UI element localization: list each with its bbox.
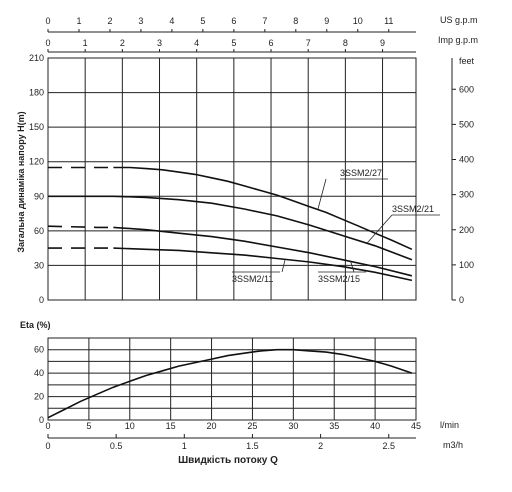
head-tick-label: 30 [34, 260, 44, 270]
head-tick-label: 90 [34, 191, 44, 201]
eta-tick-label: 0 [39, 415, 44, 425]
eta-tick-label: 60 [34, 345, 44, 355]
feet-tick-label: 400 [459, 155, 474, 165]
eta-tick-label: 20 [34, 392, 44, 402]
m3h-label: m3/h [443, 440, 463, 450]
eta-plot-frame [47, 337, 417, 421]
m3h-tick-label: 2.5 [382, 441, 395, 451]
imp-gpm-label: Imp g.p.m [438, 35, 478, 45]
imp-gpm-tick-label: 9 [380, 38, 385, 48]
lmin-tick-label: 0 [45, 421, 50, 431]
us-gpm-tick-label: 1 [76, 16, 81, 26]
flow-axis-title: Швидкість потоку Q [178, 455, 278, 466]
imp-gpm-tick-label: 3 [157, 38, 162, 48]
us-gpm-tick-label: 0 [45, 16, 50, 26]
feet-tick-label: 500 [459, 119, 474, 129]
lmin-tick-label: 10 [125, 421, 135, 431]
lmin-tick-label: 20 [207, 421, 217, 431]
head-axis-title: Загальна динаміка напору H(m) [16, 111, 26, 252]
us-gpm-label: US g.p.m [440, 15, 478, 25]
curve-label: 3SSM2/27 [340, 168, 382, 178]
feet-tick-label: 200 [459, 225, 474, 235]
us-gpm-tick-label: 4 [169, 16, 174, 26]
feet-tick-label: 300 [459, 190, 474, 200]
head-tick-label: 60 [34, 226, 44, 236]
curve-dashed-segment [47, 225, 114, 229]
eta-tick-label: 40 [34, 368, 44, 378]
curve-label-leader [366, 214, 393, 244]
lmin-tick-label: 35 [329, 421, 339, 431]
head-tick-label: 120 [29, 157, 44, 167]
imp-gpm-tick-label: 1 [83, 38, 88, 48]
imp-gpm-tick-label: 5 [231, 38, 236, 48]
head-tick-label: 180 [29, 88, 44, 98]
head-tick-label: 150 [29, 122, 44, 132]
curve-label: 3SSM2/11 [232, 274, 273, 284]
eta-axis-title: Eta (%) [20, 320, 51, 330]
curve-label: 3SSM2/21 [392, 204, 434, 214]
m3h-tick-label: 1.5 [246, 441, 259, 451]
imp-gpm-tick-label: 2 [120, 38, 125, 48]
us-gpm-tick-label: 8 [293, 16, 298, 26]
us-gpm-tick-label: 9 [324, 16, 329, 26]
imp-gpm-tick-label: 7 [306, 38, 311, 48]
lmin-tick-label: 5 [86, 421, 91, 431]
lmin-label: l/min [440, 420, 459, 430]
m3h-tick-label: 0.5 [110, 441, 123, 451]
curve-label: 3SSM2/15 [318, 274, 360, 284]
imp-gpm-tick-label: 8 [343, 38, 348, 48]
eta-curve [47, 348, 413, 419]
imp-gpm-tick-label: 6 [269, 38, 274, 48]
imp-gpm-tick-label: 4 [194, 38, 199, 48]
curve-3ssm2-21 [48, 195, 413, 261]
tick-labels: 0 1 2 3 4 5 6 7 8 9 10 110 1 2 3 4 5 6 7 8 90306090120150180… [29, 16, 474, 451]
curve-label-leader [350, 261, 355, 273]
head-tick-label: 210 [29, 53, 44, 63]
us-gpm-tick-label: 7 [262, 16, 267, 26]
us-gpm-tick-label: 3 [138, 16, 143, 26]
lmin-tick-label: 45 [411, 421, 421, 431]
curve-label-leader [281, 259, 286, 273]
lmin-tick-label: 25 [247, 421, 257, 431]
lmin-tick-label: 15 [166, 421, 176, 431]
us-gpm-tick-label: 10 [353, 16, 363, 26]
m3h-tick-label: 1 [182, 441, 187, 451]
curve-3ssm2-15 [113, 226, 413, 277]
curves [47, 166, 413, 419]
axes-frame [47, 29, 456, 439]
curve-label-leader [317, 178, 327, 210]
feet-tick-label: 100 [459, 260, 474, 270]
us-gpm-tick-label: 6 [231, 16, 236, 26]
curve-3ssm2-27 [113, 166, 413, 251]
curve-3ssm2-11 [113, 247, 413, 282]
us-gpm-tick-label: 11 [384, 16, 393, 26]
imp-gpm-tick-label: 0 [45, 38, 50, 48]
us-gpm-tick-label: 5 [200, 16, 205, 26]
head-tick-label: 0 [39, 295, 44, 305]
us-gpm-tick-label: 2 [107, 16, 112, 26]
m3h-tick-label: 2 [318, 441, 323, 451]
m3h-tick-label: 0 [45, 441, 50, 451]
feet-label: feet [459, 56, 475, 66]
lmin-tick-label: 40 [370, 421, 380, 431]
feet-tick-label: 600 [459, 84, 474, 94]
feet-tick-label: 0 [459, 295, 464, 305]
head-plot-frame [47, 57, 417, 301]
lmin-tick-label: 30 [288, 421, 298, 431]
